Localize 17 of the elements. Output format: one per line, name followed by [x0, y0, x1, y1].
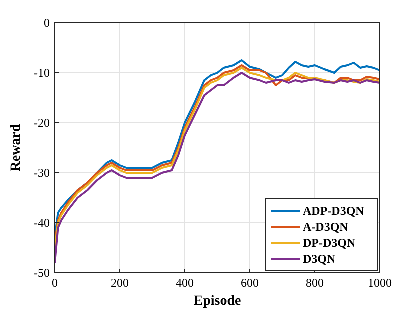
legend-label: A-D3QN — [303, 220, 349, 234]
x-tick-label: 600 — [241, 276, 259, 290]
x-tick-label: 400 — [176, 276, 194, 290]
y-tick-label: -50 — [34, 266, 50, 280]
y-tick-label: -20 — [34, 116, 50, 130]
y-axis-title: Reward — [9, 124, 24, 172]
legend-label: ADP-D3QN — [303, 204, 365, 218]
y-tick-label: -30 — [34, 166, 50, 180]
x-tick-label: 800 — [306, 276, 324, 290]
legend-label: D3QN — [303, 252, 336, 266]
x-axis-title: Episode — [194, 294, 242, 309]
x-tick-label: 1000 — [368, 276, 392, 290]
y-tick-label: -40 — [34, 216, 50, 230]
x-tick-label: 200 — [111, 276, 129, 290]
legend-label: DP-D3QN — [303, 236, 356, 250]
y-tick-label: 0 — [44, 16, 50, 30]
y-tick-label: -10 — [34, 66, 50, 80]
